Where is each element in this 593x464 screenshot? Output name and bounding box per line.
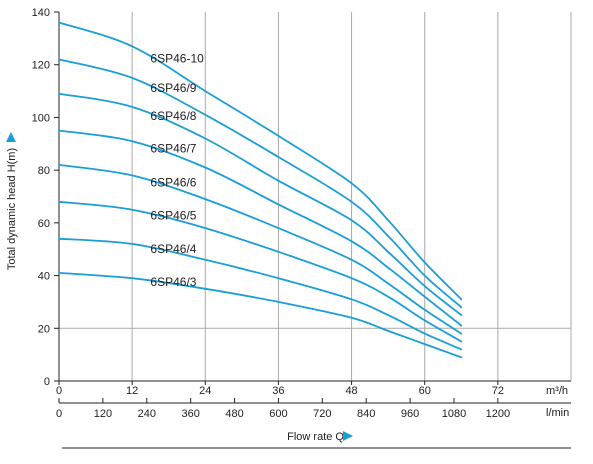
y-axis-title: Total dynamic head H(m) bbox=[6, 148, 18, 270]
x-tick-label-secondary: 840 bbox=[357, 408, 375, 420]
y-tick-label: 120 bbox=[32, 60, 50, 72]
series-label: 6SP46-10 bbox=[150, 51, 204, 65]
x-tick-label-primary: 36 bbox=[272, 385, 284, 397]
x-tick-label-secondary: 240 bbox=[138, 408, 156, 420]
x-tick-label-secondary: 960 bbox=[401, 408, 419, 420]
y-tick-label: 20 bbox=[38, 323, 50, 335]
series-line bbox=[58, 129, 463, 327]
series-label: 6SP46/5 bbox=[150, 208, 196, 222]
series-label: 6SP46/3 bbox=[150, 275, 196, 289]
x-tick-label-primary: 24 bbox=[199, 385, 211, 397]
x-tick-label-secondary: 1080 bbox=[442, 408, 466, 420]
x-tick-label-secondary: 480 bbox=[225, 408, 243, 420]
x-unit-secondary: l/min bbox=[546, 407, 569, 419]
x-tick-label-secondary: 120 bbox=[94, 408, 112, 420]
y-tick-label: 140 bbox=[32, 7, 50, 19]
axes-layer bbox=[54, 11, 571, 449]
x-tick-label-primary: 72 bbox=[492, 385, 504, 397]
series-layer bbox=[58, 21, 463, 359]
series-label: 6SP46/9 bbox=[150, 81, 196, 95]
y-tick-label: 0 bbox=[44, 376, 50, 388]
x-axis-title: Flow rate Q bbox=[287, 431, 344, 443]
x-tick-label-secondary: 0 bbox=[56, 408, 62, 420]
series-label: 6SP46/4 bbox=[150, 242, 196, 256]
x-tick-label-primary: 0 bbox=[56, 385, 62, 397]
series-label: 6SP46/7 bbox=[150, 142, 196, 156]
grid-layer bbox=[59, 12, 572, 381]
x-tick-label-primary: 12 bbox=[126, 385, 138, 397]
x-tick-label-primary: 48 bbox=[345, 385, 357, 397]
y-tick-label: 40 bbox=[38, 271, 50, 283]
series-line bbox=[58, 200, 463, 343]
series-line bbox=[58, 164, 463, 335]
y-axis-arrow-icon bbox=[6, 132, 16, 142]
series-line bbox=[58, 58, 463, 309]
series-label: 6SP46/8 bbox=[150, 109, 196, 123]
series-line bbox=[58, 92, 463, 316]
x-tick-label-secondary: 1200 bbox=[486, 408, 510, 420]
series-line bbox=[58, 21, 463, 301]
x-tick-label-secondary: 600 bbox=[269, 408, 287, 420]
x-tick-label-primary: 60 bbox=[419, 385, 431, 397]
x-tick-label-secondary: 720 bbox=[313, 408, 331, 420]
series-line bbox=[58, 237, 463, 351]
y-tick-label: 60 bbox=[38, 218, 50, 230]
series-label: 6SP46/6 bbox=[150, 175, 196, 189]
y-tick-label: 80 bbox=[38, 165, 50, 177]
x-tick-label-secondary: 360 bbox=[181, 408, 199, 420]
x-unit-primary: m³/h bbox=[546, 385, 568, 397]
series-line bbox=[58, 272, 463, 359]
y-tick-label: 100 bbox=[32, 112, 50, 124]
x-axis-arrow-icon bbox=[343, 431, 353, 441]
